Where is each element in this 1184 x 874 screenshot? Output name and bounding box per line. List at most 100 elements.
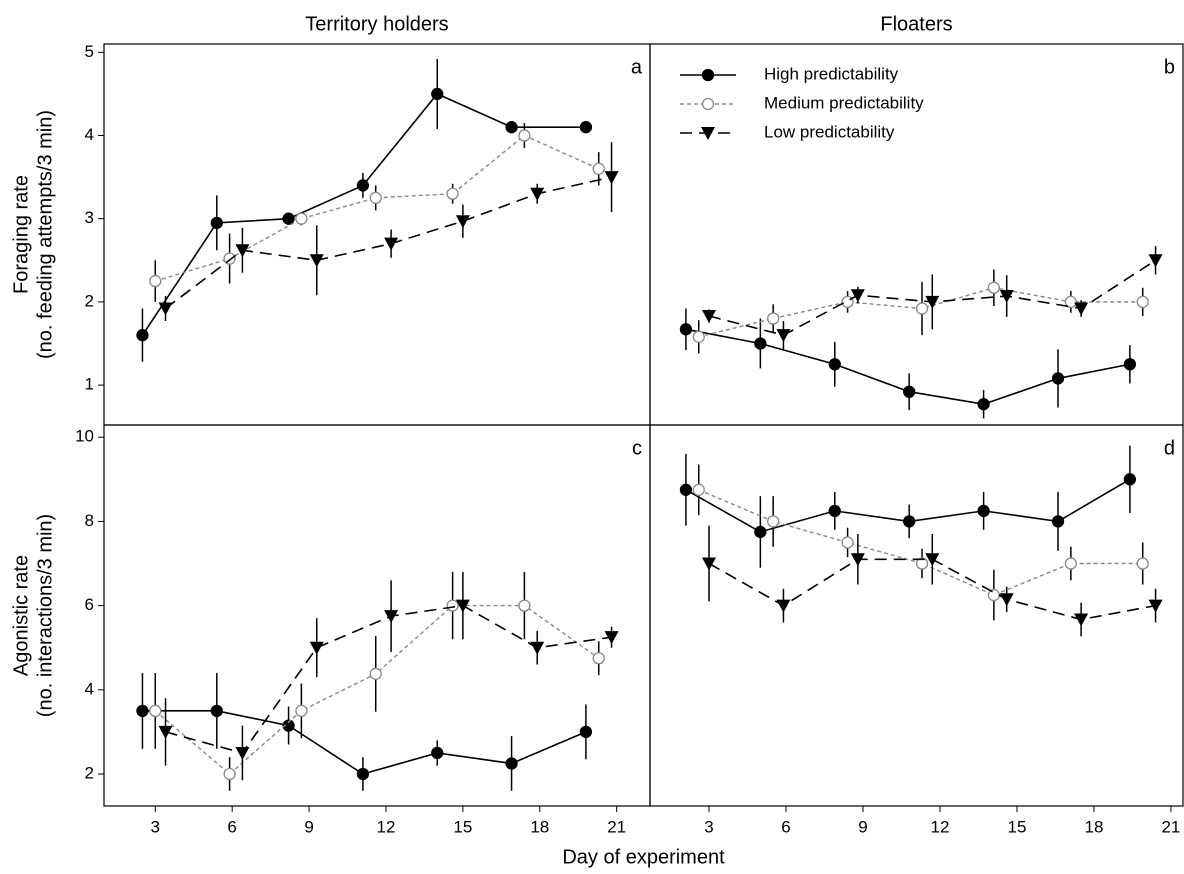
x-tick-label: 9: [858, 817, 867, 836]
panel-letter: c: [632, 437, 642, 459]
x-tick-label: 21: [607, 817, 626, 836]
marker: [1064, 295, 1078, 309]
marker: [384, 237, 399, 251]
panel-title: Floaters: [880, 13, 952, 35]
y-tick-label: 8: [85, 511, 94, 530]
marker: [149, 274, 162, 288]
marker: [592, 162, 605, 175]
marker: [210, 216, 223, 230]
marker: [384, 610, 399, 624]
marker: [767, 515, 780, 528]
marker: [223, 767, 236, 781]
y-tick-label: 2: [85, 763, 94, 782]
marker: [1136, 557, 1149, 570]
series-line: [154, 604, 600, 775]
marker: [977, 398, 990, 411]
series-line: [155, 134, 600, 282]
panel-letter: d: [1164, 437, 1175, 459]
legend-label: Medium predictability: [764, 93, 924, 112]
panel-frame: [103, 43, 651, 426]
marker: [431, 746, 444, 760]
y-tick-label: 10: [75, 427, 94, 446]
marker: [356, 179, 370, 192]
marker: [776, 329, 791, 343]
marker: [828, 504, 841, 518]
marker: [530, 187, 545, 201]
marker: [356, 767, 370, 781]
marker: [136, 704, 149, 718]
marker: [446, 187, 459, 200]
marker: [579, 725, 593, 739]
x-tick-label: 18: [530, 817, 549, 836]
marker: [158, 725, 173, 739]
x-tick-label: 15: [453, 817, 472, 836]
marker: [841, 536, 854, 549]
series-line: [141, 92, 586, 336]
x-tick-label: 15: [1008, 817, 1027, 836]
marker: [925, 295, 940, 309]
marker: [210, 704, 223, 718]
marker: [158, 302, 173, 316]
marker: [282, 719, 295, 732]
marker: [295, 212, 308, 225]
marker: [903, 515, 916, 528]
y-tick-label: 2: [85, 291, 94, 310]
panel-title: Territory holders: [305, 13, 448, 35]
marker: [679, 483, 693, 496]
marker: [828, 358, 841, 371]
y-tick-label: 1: [85, 375, 94, 394]
marker: [446, 599, 459, 612]
marker: [530, 641, 545, 655]
marker: [136, 329, 149, 342]
marker: [1136, 295, 1149, 309]
marker: [692, 330, 705, 343]
marker: [1051, 515, 1065, 528]
x-tick-label: 21: [1161, 817, 1180, 836]
y-tick-label: 4: [85, 125, 94, 144]
marker: [1064, 557, 1078, 570]
marker: [702, 310, 717, 324]
marker: [1148, 599, 1163, 613]
x-tick-label: 18: [1084, 817, 1103, 836]
marker: [282, 212, 295, 225]
marker: [702, 557, 717, 571]
marker: [505, 757, 518, 770]
marker: [692, 483, 705, 496]
y-axis-label: (no. feeding attempts/3 min): [34, 110, 56, 359]
panel-letter: a: [631, 56, 643, 78]
marker: [235, 244, 250, 258]
y-axis-label: (no. interactions/3 min): [34, 514, 56, 717]
panel-frame: [649, 424, 1184, 807]
marker: [369, 667, 382, 680]
marker: [604, 171, 619, 185]
marker: [1148, 254, 1163, 268]
marker: [223, 252, 236, 265]
marker: [679, 323, 693, 336]
marker: [999, 593, 1014, 607]
marker: [915, 557, 929, 570]
legend-label: Low predictability: [764, 122, 895, 141]
y-axis-label: Foraging rate: [10, 175, 32, 294]
marker: [604, 631, 619, 645]
marker: [1074, 613, 1089, 627]
marker: [579, 121, 593, 134]
marker: [369, 191, 382, 205]
x-tick-label: 12: [931, 817, 950, 836]
marker: [754, 337, 767, 350]
marker: [701, 97, 715, 111]
panel-frame: [103, 424, 651, 807]
marker: [592, 652, 605, 665]
x-tick-label: 9: [304, 817, 313, 836]
marker: [925, 553, 940, 567]
marker: [235, 746, 250, 760]
marker: [1051, 372, 1065, 385]
marker: [1123, 358, 1137, 371]
marker: [850, 553, 865, 567]
marker: [767, 312, 780, 325]
x-tick-label: 3: [704, 817, 713, 836]
marker: [505, 121, 518, 134]
series-line: [165, 604, 612, 754]
marker: [850, 289, 865, 303]
y-axis-label: Agonistic rate: [10, 555, 32, 676]
